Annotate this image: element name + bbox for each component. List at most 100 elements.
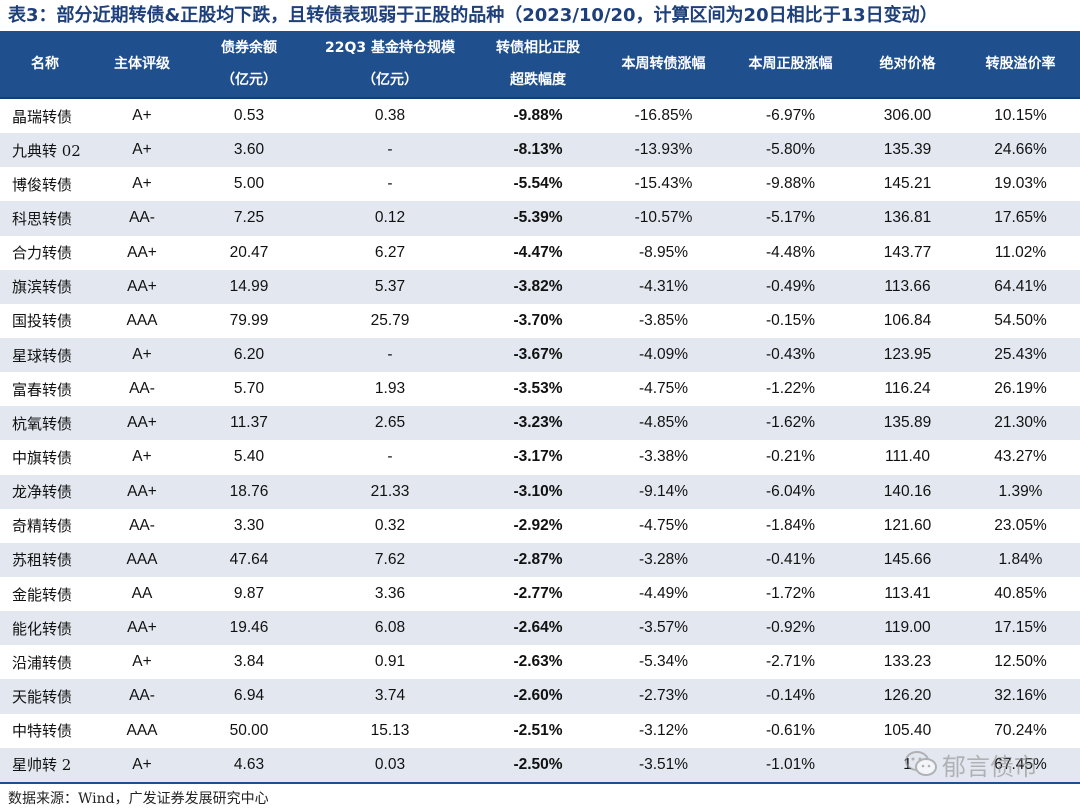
cell-conversion-premium: 25.43%	[961, 337, 1080, 373]
table-row: 龙净转债 AA+ 18.76 21.33 -3.10% -9.14% -6.04% 140.1…	[0, 474, 1080, 509]
watermark: 郁言债市	[904, 746, 1038, 782]
cell-name: 国投转债	[0, 303, 90, 338]
cell-conversion-premium: 10.15%	[961, 98, 1080, 134]
cell-stock-weekly-change: -0.15%	[727, 303, 854, 338]
header-label: 转债相比正股	[496, 40, 580, 56]
header-absolute-price: 绝对价格	[854, 31, 961, 99]
header-label: 绝对价格	[879, 56, 936, 72]
cell-name: 沿浦转债	[0, 645, 90, 680]
cell-conversion-premium: 19.03%	[961, 167, 1080, 202]
cell-bond-weekly-change: -3.57%	[600, 611, 727, 646]
cell-absolute-price: 140.16	[854, 474, 961, 509]
cell-bond-weekly-change: -2.73%	[600, 679, 727, 714]
cell-name: 九典转 02	[0, 133, 90, 168]
cell-rating: AA-	[90, 679, 194, 714]
cell-rating: AA+	[90, 269, 194, 304]
cell-absolute-price: 135.89	[854, 406, 961, 441]
cell-fund-holding: 3.36	[304, 576, 476, 612]
wechat-icon	[905, 751, 937, 776]
cell-stock-weekly-change: -0.61%	[727, 713, 854, 748]
table-row: 金能转债 AA 9.87 3.36 -2.77% -4.49% -1.72% 113.41 40…	[0, 576, 1080, 612]
cell-absolute-price: 119.00	[854, 611, 961, 646]
cell-bond-balance: 19.46	[194, 611, 304, 646]
header-label: 名称	[31, 56, 59, 72]
cell-bond-balance: 5.70	[194, 372, 304, 407]
cell-bond-weekly-change: -4.75%	[600, 508, 727, 543]
cell-rating: AA+	[90, 235, 194, 270]
cell-stock-weekly-change: -5.80%	[727, 133, 854, 168]
table-row: 沿浦转债 A+ 3.84 0.91 -2.63% -5.34% -2.71% 133.23 12…	[0, 645, 1080, 680]
table-header-row: 名称 主体评级 债券余额 （亿元） 22Q3 基金持仓规模 （亿元） 转债相比正股 超跌幅度 本…	[0, 31, 1080, 99]
cell-rating: AA+	[90, 406, 194, 441]
cell-bond-balance: 5.00	[194, 167, 304, 202]
cell-rating: AA-	[90, 201, 194, 236]
cell-conversion-premium: 21.30%	[961, 406, 1080, 441]
cell-bond-weekly-change: -3.12%	[600, 713, 727, 748]
header-label: 本周转债涨幅	[621, 56, 706, 72]
cell-bond-balance: 4.63	[194, 747, 304, 784]
cell-bond-balance: 3.30	[194, 508, 304, 543]
cell-bond-weekly-change: -4.85%	[600, 406, 727, 441]
cell-fund-holding: 0.03	[304, 747, 476, 784]
cell-name: 晶瑞转债	[0, 98, 90, 134]
cell-bond-balance: 7.25	[194, 201, 304, 236]
table-row: 合力转债 AA+ 20.47 6.27 -4.47% -8.95% -4.48% 143.77…	[0, 235, 1080, 270]
cell-absolute-price: 133.23	[854, 645, 961, 680]
cell-fund-holding: 6.27	[304, 235, 476, 270]
cell-excess-drop: -2.87%	[476, 542, 600, 577]
table-row: 星球转债 A+ 6.20- -3.67% -4.09% -0.43% 123.95 25.43…	[0, 337, 1080, 373]
watermark-text: 郁言债市	[942, 752, 1038, 781]
cell-bond-balance: 50.00	[194, 713, 304, 748]
cell-absolute-price: 113.66	[854, 269, 961, 304]
cell-stock-weekly-change: -1.01%	[727, 747, 854, 784]
cell-name: 能化转债	[0, 611, 90, 646]
cell-excess-drop: -5.54%	[476, 167, 600, 202]
header-conversion-premium: 转股溢价率	[961, 31, 1080, 99]
cell-absolute-price: 126.20	[854, 679, 961, 714]
cell-stock-weekly-change: -6.97%	[727, 98, 854, 134]
cell-rating: A+	[90, 167, 194, 202]
cell-bond-weekly-change: -3.28%	[600, 542, 727, 577]
table-row: 国投转债 AAA 79.99 25.79 -3.70% -3.85% -0.15% 106.8…	[0, 303, 1080, 338]
header-label: 本周正股涨幅	[748, 56, 833, 72]
table-row: 富春转债 AA- 5.70 1.93 -3.53% -4.75% -1.22% 116.24 2…	[0, 372, 1080, 407]
cell-rating: A+	[90, 645, 194, 680]
cell-fund-holding: 0.12	[304, 201, 476, 236]
cell-name: 金能转债	[0, 576, 90, 612]
cell-excess-drop: -3.82%	[476, 269, 600, 304]
cell-name: 苏租转债	[0, 542, 90, 577]
cell-name: 龙净转债	[0, 474, 90, 509]
cell-absolute-price: 116.24	[854, 372, 961, 407]
cell-conversion-premium: 43.27%	[961, 440, 1080, 475]
cell-rating: AA-	[90, 508, 194, 543]
cell-bond-weekly-change: -3.38%	[600, 440, 727, 475]
cell-bond-weekly-change: -4.75%	[600, 372, 727, 407]
cell-name: 富春转债	[0, 372, 90, 407]
cell-conversion-premium: 23.05%	[961, 508, 1080, 543]
cell-conversion-premium: 1.84%	[961, 542, 1080, 577]
cell-bond-balance: 18.76	[194, 474, 304, 509]
cell-fund-holding: 3.74	[304, 679, 476, 714]
cell-rating: AAA	[90, 713, 194, 748]
cell-absolute-price: 121.60	[854, 508, 961, 543]
cell-bond-weekly-change: -3.51%	[600, 747, 727, 784]
cell-bond-weekly-change: -8.95%	[600, 235, 727, 270]
cell-stock-weekly-change: -0.41%	[727, 542, 854, 577]
cell-bond-balance: 3.60	[194, 133, 304, 168]
cell-fund-holding: -	[304, 440, 476, 475]
cell-absolute-price: 135.39	[854, 133, 961, 168]
cell-fund-holding: 0.38	[304, 98, 476, 134]
cell-excess-drop: -2.63%	[476, 645, 600, 680]
table-row: 奇精转债 AA- 3.30 0.32 -2.92% -4.75% -1.84% 121.60 2…	[0, 508, 1080, 543]
cell-rating: AA	[90, 576, 194, 612]
cell-bond-balance: 11.37	[194, 406, 304, 441]
cell-fund-holding: -	[304, 133, 476, 168]
header-stock-weekly-change: 本周正股涨幅	[727, 31, 854, 99]
cell-rating: AA+	[90, 474, 194, 509]
cell-name: 中旗转债	[0, 440, 90, 475]
cell-conversion-premium: 17.15%	[961, 611, 1080, 646]
cell-conversion-premium: 67.45%	[961, 747, 1080, 784]
cell-bond-balance: 0.53	[194, 98, 304, 134]
cell-rating: A+	[90, 133, 194, 168]
table-body: 晶瑞转债 A+ 0.53 0.38 -9.88% -16.85% -6.97% 306.00 1…	[0, 98, 1080, 784]
